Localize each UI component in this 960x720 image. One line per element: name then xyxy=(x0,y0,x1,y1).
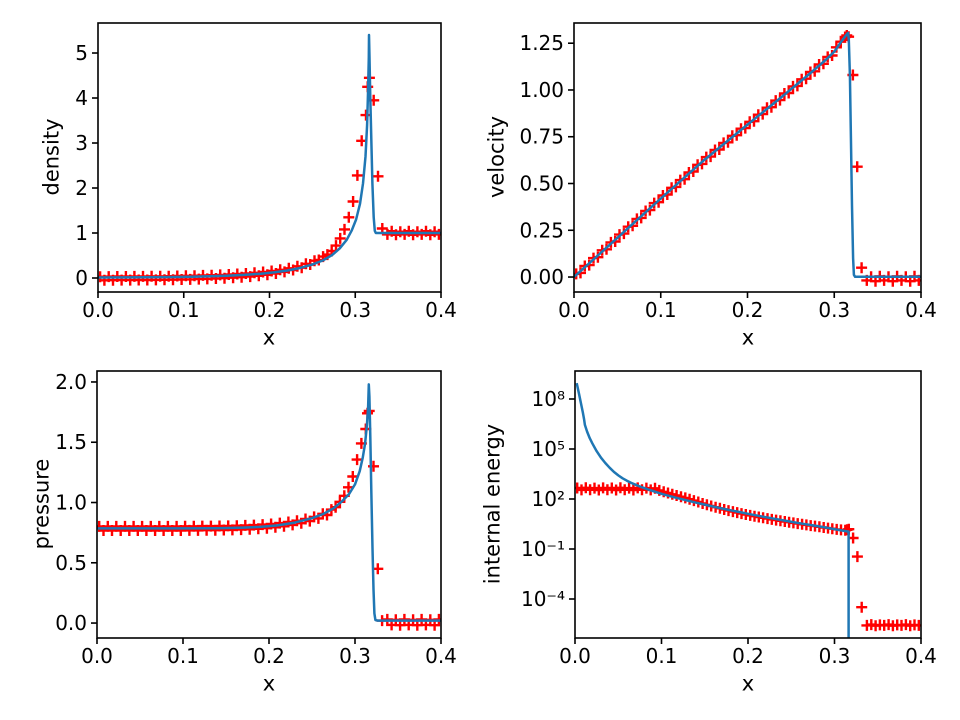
x-tick-label: 0.4 xyxy=(905,298,937,322)
subplot-pressure: 0.0 0.1 0.2 0.3 0.4 0.0 0.5 1.0 1.5 2.0 xyxy=(55,370,457,668)
pressure-analytic-line xyxy=(97,383,441,622)
y-tick-label: 1.0 xyxy=(55,491,87,515)
pressure-spines xyxy=(96,370,442,639)
x-tick-label: 0.0 xyxy=(558,298,590,322)
y-tick-label: 4 xyxy=(75,86,88,110)
internal-energy-simulation-markers xyxy=(575,482,921,632)
y-tick-label: 2.0 xyxy=(55,370,87,394)
x-tick-label: 0.1 xyxy=(167,644,199,668)
velocity-axes: 0.0 0.1 0.2 0.3 0.4 0.00 0.25 0.50 0.75 1.00 1.25 xyxy=(519,31,936,322)
velocity-spines xyxy=(573,22,922,293)
y-tick-label: 1.00 xyxy=(519,78,564,102)
pressure-axes: 0.0 0.1 0.2 0.3 0.4 0.0 0.5 1.0 1.5 2.0 xyxy=(55,370,457,668)
y-tick-label: 10⁻¹ xyxy=(521,537,565,561)
internal-energy-spines xyxy=(574,370,922,639)
internal-energy-analytic-line xyxy=(575,382,850,638)
x-tick-label: 0.2 xyxy=(253,644,285,668)
x-tick-label: 0.0 xyxy=(559,644,591,668)
xlabel-velocity: x xyxy=(741,325,755,350)
x-tick-label: 0.0 xyxy=(81,644,113,668)
x-tick-label: 0.4 xyxy=(425,298,457,322)
density-axes: 0.0 0.1 0.2 0.3 0.4 0 1 2 3 4 5 xyxy=(75,41,457,322)
y-tick-label: 10² xyxy=(532,487,565,511)
x-tick-label: 0.1 xyxy=(168,298,200,322)
y-tick-label: 10⁸ xyxy=(532,387,565,411)
y-tick-label: 1.25 xyxy=(519,31,564,55)
density-simulation-markers xyxy=(98,72,441,286)
x-tick-label: 0.2 xyxy=(254,298,286,322)
subplot-internal-energy: 0.0 0.1 0.2 0.3 0.4 10⁸ 10⁵ 10² 10⁻¹ 10⁻⁴ xyxy=(521,370,937,668)
x-tick-label: 0.0 xyxy=(82,298,114,322)
x-tick-label: 0.1 xyxy=(645,298,677,322)
ylabel-pressure: pressure xyxy=(29,458,54,550)
y-tick-label: 0.0 xyxy=(55,611,87,635)
y-tick-label: 2 xyxy=(75,176,88,200)
y-tick-label: 0.00 xyxy=(519,265,564,289)
y-tick-label: 0.5 xyxy=(55,551,87,575)
y-tick-label: 0.75 xyxy=(519,125,564,149)
y-tick-label: 0.25 xyxy=(519,218,564,242)
pressure-simulation-markers xyxy=(97,405,441,631)
y-tick-label: 0 xyxy=(75,266,88,290)
density-analytic-line xyxy=(98,33,441,279)
velocity-analytic-line xyxy=(574,31,921,279)
x-tick-label: 0.4 xyxy=(425,644,457,668)
x-tick-label: 0.1 xyxy=(646,644,678,668)
ylabel-velocity: velocity xyxy=(484,115,509,199)
y-tick-label: 10⁻⁴ xyxy=(521,587,565,611)
density-spines xyxy=(97,22,442,293)
ylabel-internal-energy: internal energy xyxy=(480,423,505,585)
x-tick-label: 0.3 xyxy=(339,644,371,668)
x-tick-label: 0.4 xyxy=(905,644,937,668)
internal-energy-axes: 0.0 0.1 0.2 0.3 0.4 10⁸ 10⁵ 10² 10⁻¹ 10⁻⁴ xyxy=(521,387,937,668)
subplot-velocity: 0.0 0.1 0.2 0.3 0.4 0.00 0.25 0.50 0.75 1.00 1.25 xyxy=(519,22,937,322)
y-tick-label: 10⁵ xyxy=(532,437,565,461)
y-tick-label: 1 xyxy=(75,221,88,245)
x-tick-label: 0.3 xyxy=(339,298,371,322)
subplot-density: 0.0 0.1 0.2 0.3 0.4 0 1 2 3 4 5 xyxy=(75,22,457,322)
velocity-simulation-markers xyxy=(574,30,921,287)
y-tick-label: 0.50 xyxy=(519,172,564,196)
x-tick-label: 0.2 xyxy=(732,644,764,668)
xlabel-pressure: x xyxy=(262,671,276,696)
x-tick-label: 0.3 xyxy=(819,644,851,668)
x-tick-label: 0.2 xyxy=(732,298,764,322)
x-tick-label: 0.3 xyxy=(818,298,850,322)
xlabel-internal-energy: x xyxy=(741,671,755,696)
xlabel-density: x xyxy=(262,325,276,350)
y-tick-label: 1.5 xyxy=(55,430,87,454)
y-tick-label: 3 xyxy=(75,131,88,155)
y-tick-label: 5 xyxy=(75,41,88,65)
ylabel-density: density xyxy=(39,118,64,196)
